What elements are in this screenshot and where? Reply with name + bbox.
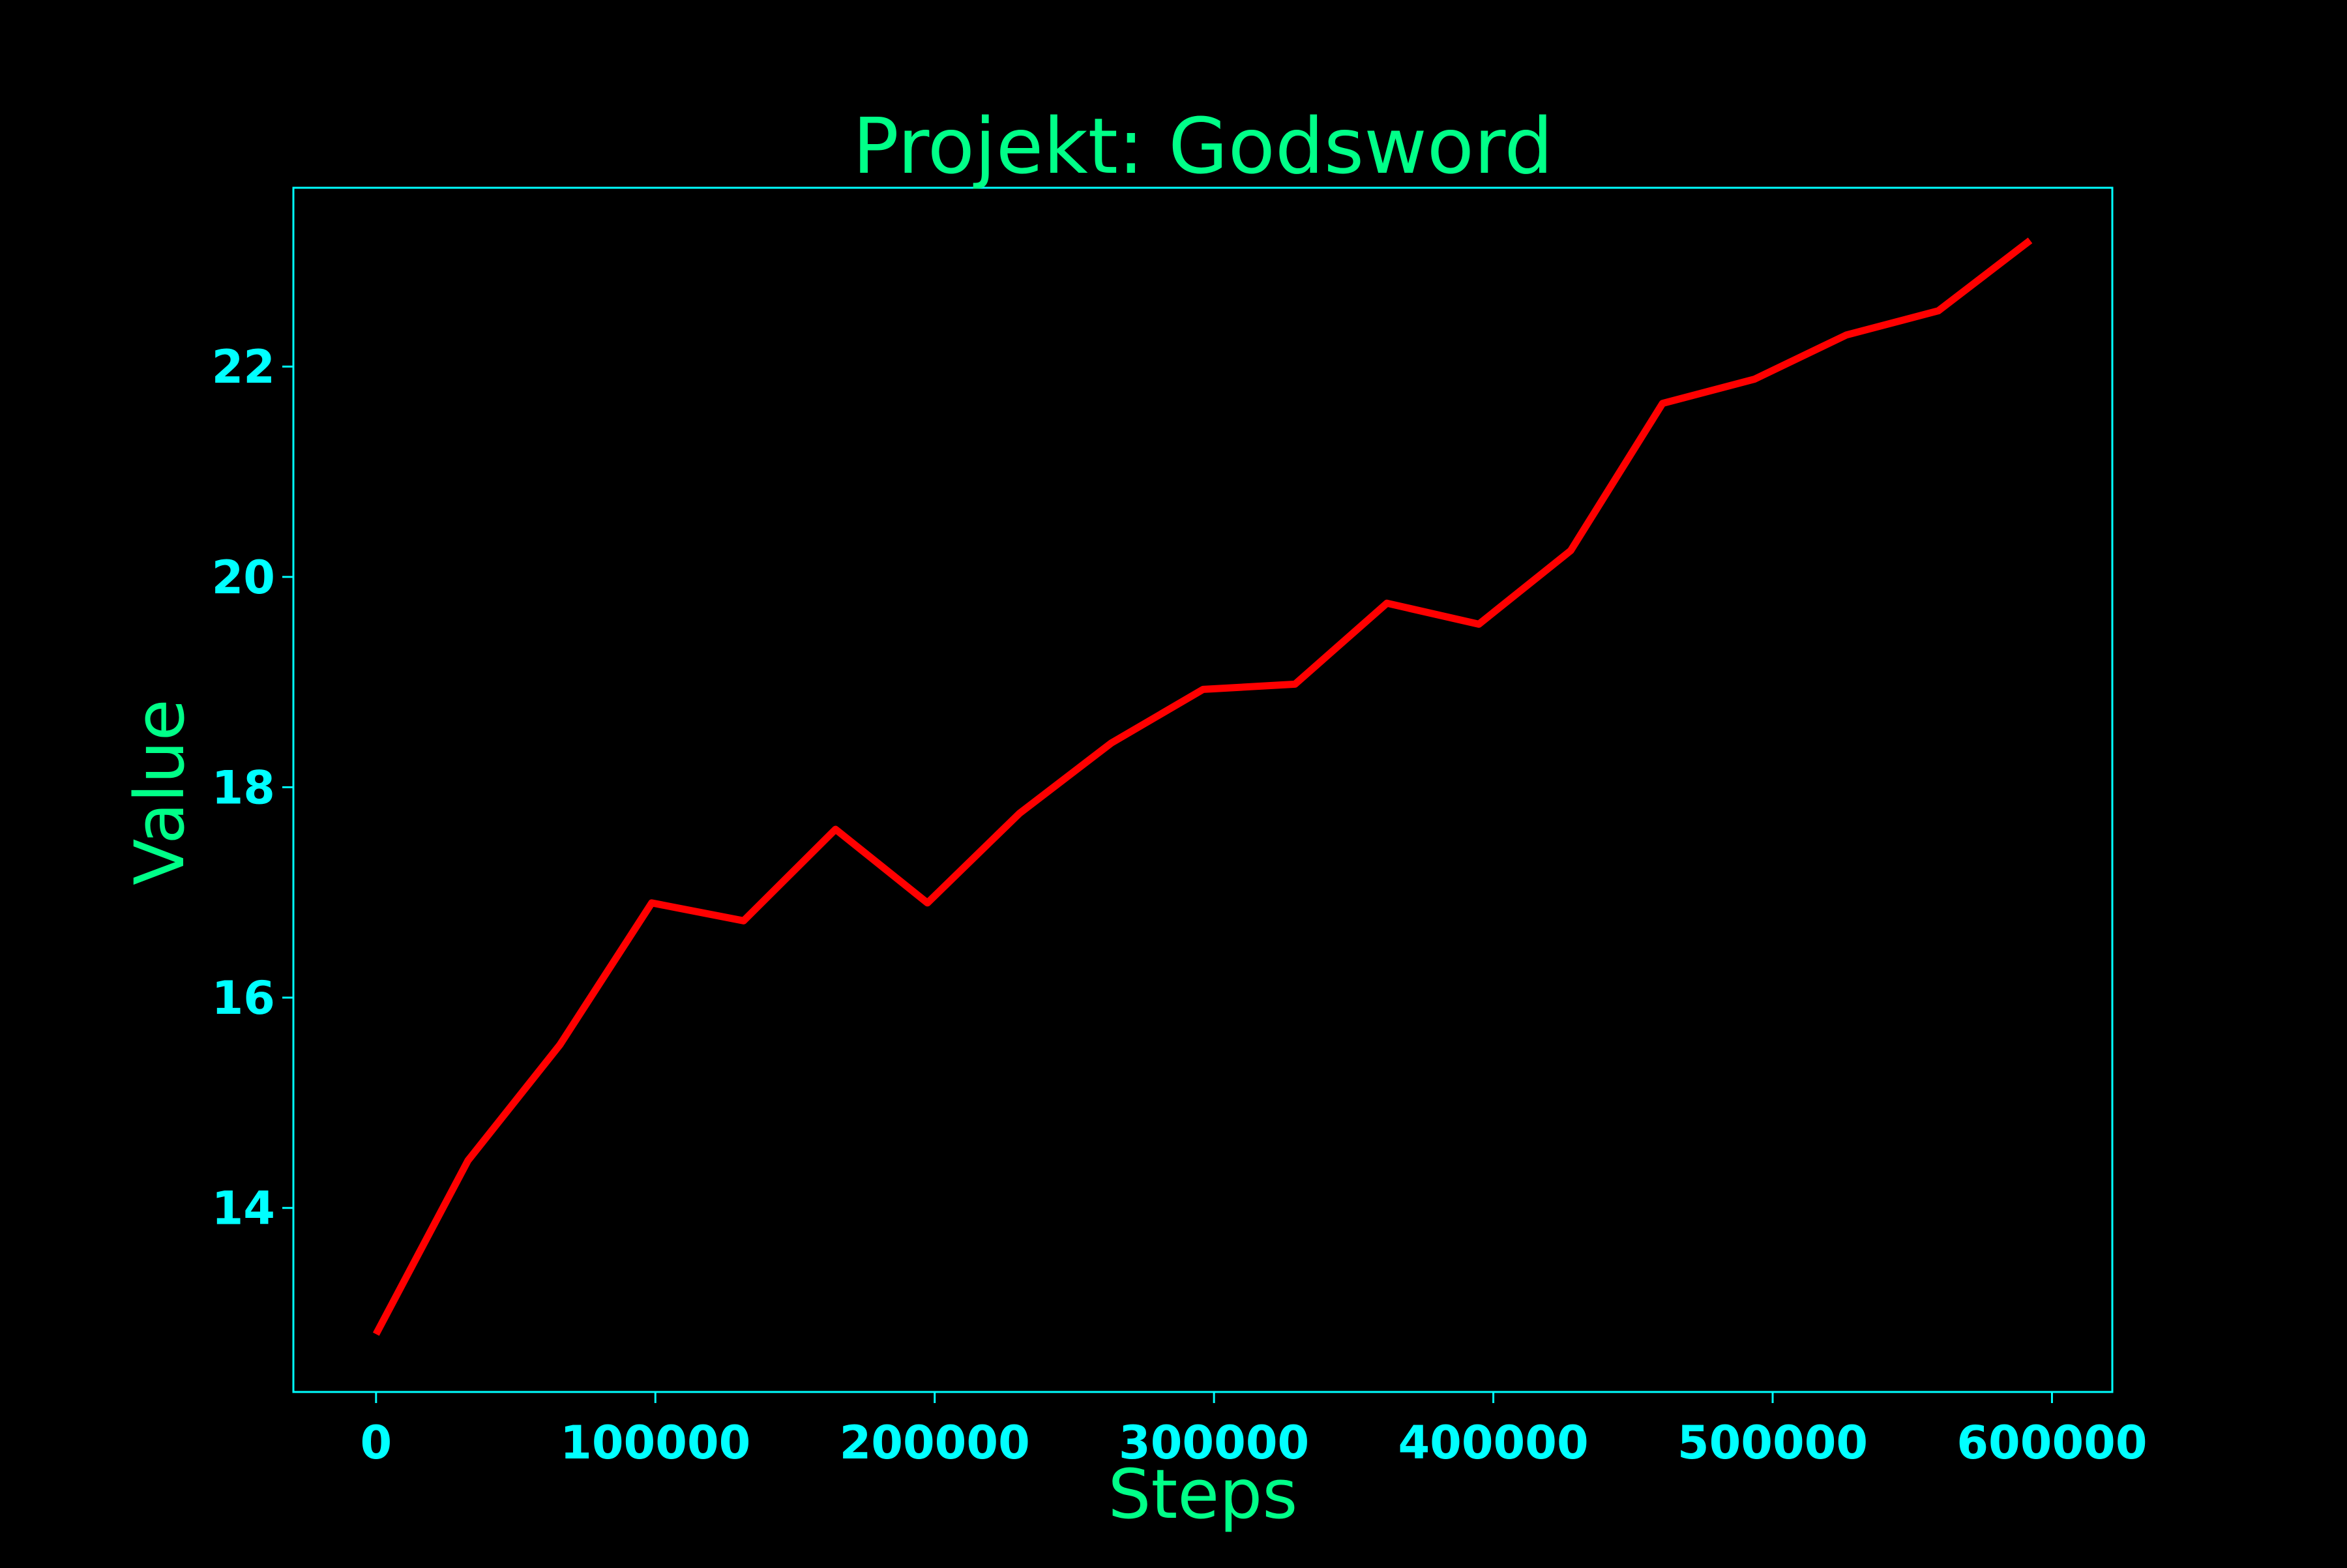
y-tick-label: 18 — [212, 761, 275, 814]
y-tick-label: 16 — [212, 971, 275, 1025]
x-tick-label: 500000 — [1677, 1416, 1868, 1470]
x-tick-label: 600000 — [1956, 1416, 2147, 1470]
y-tick-label: 14 — [212, 1182, 275, 1235]
y-tick-label: 20 — [212, 551, 275, 604]
y-axis-title: Value — [120, 699, 199, 885]
chart-title: Projekt: Godsword — [853, 101, 1554, 191]
x-tick-label: 0 — [360, 1416, 392, 1470]
x-tick-label: 200000 — [840, 1416, 1030, 1470]
x-tick-label: 100000 — [560, 1416, 750, 1470]
x-axis-title: Steps — [1108, 1455, 1298, 1534]
y-tick-label: 22 — [212, 340, 275, 394]
x-tick-label: 400000 — [1398, 1416, 1588, 1470]
